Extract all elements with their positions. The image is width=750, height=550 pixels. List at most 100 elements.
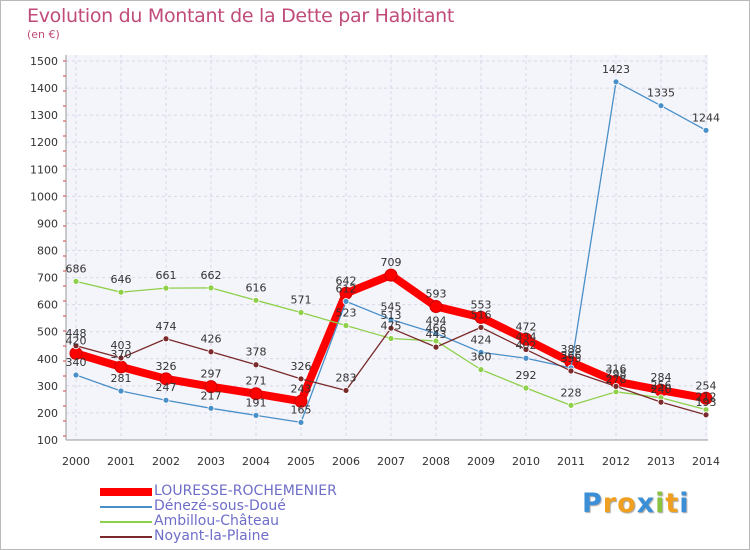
- data-label: 523: [336, 306, 357, 319]
- data-label: 443: [426, 328, 447, 341]
- data-label: 1244: [692, 111, 720, 124]
- x-tick-label: 2005: [287, 455, 315, 468]
- data-label: 355: [561, 352, 582, 365]
- data-point: [474, 310, 488, 324]
- data-point: [72, 342, 80, 350]
- data-label: 278: [606, 373, 627, 386]
- x-tick-label: 2013: [647, 455, 675, 468]
- data-point: [387, 316, 395, 323]
- data-point: [612, 78, 620, 86]
- data-label: 370: [111, 348, 132, 361]
- data-point: [477, 323, 485, 331]
- data-label: 281: [111, 372, 132, 385]
- data-label: 448: [66, 327, 87, 340]
- data-label: 403: [111, 339, 132, 352]
- data-point: [297, 419, 305, 426]
- data-point: [342, 297, 350, 305]
- data-point: [162, 284, 170, 292]
- legend-swatch: [100, 506, 152, 508]
- data-label: 378: [246, 346, 267, 359]
- data-label: 553: [471, 298, 492, 311]
- data-label: 191: [246, 396, 267, 409]
- data-point: [702, 411, 710, 419]
- data-point: [297, 375, 305, 383]
- y-tick-label: 700: [37, 272, 58, 285]
- data-label: 1335: [647, 87, 675, 100]
- data-label: 420: [66, 334, 87, 347]
- legend-label: Ambillou-Château: [154, 513, 280, 529]
- data-label: 474: [156, 320, 177, 333]
- data-label: 326: [291, 360, 312, 373]
- y-tick-label: 200: [37, 407, 58, 420]
- x-tick-label: 2007: [377, 455, 405, 468]
- y-tick-label: 1200: [30, 136, 58, 149]
- data-point: [252, 296, 260, 304]
- data-label: 298: [606, 367, 627, 380]
- legend-swatch: [100, 488, 152, 496]
- data-label: 593: [426, 288, 447, 301]
- data-point: [699, 391, 713, 405]
- data-label: 212: [696, 391, 717, 404]
- data-label: 686: [66, 262, 87, 275]
- y-tick-label: 100: [37, 434, 58, 447]
- x-tick-label: 2000: [62, 455, 90, 468]
- logo-letter: i: [679, 488, 690, 519]
- data-point: [72, 371, 80, 379]
- data-point: [387, 324, 395, 332]
- data-label: 316: [606, 363, 627, 376]
- data-point: [432, 329, 440, 337]
- y-tick-label: 800: [37, 245, 58, 258]
- x-tick-label: 2014: [692, 455, 720, 468]
- y-tick-label: 600: [37, 299, 58, 312]
- data-label: 228: [561, 386, 582, 399]
- y-tick-label: 1300: [30, 109, 58, 122]
- data-point: [429, 300, 443, 314]
- proxiti-logo: Proxiti: [582, 488, 690, 519]
- x-tick-label: 2002: [152, 455, 180, 468]
- data-label: 475: [381, 319, 402, 332]
- y-tick-label: 1400: [30, 82, 58, 95]
- data-point: [162, 396, 170, 404]
- data-point: [522, 354, 530, 362]
- y-tick-label: 900: [37, 217, 58, 230]
- data-point: [207, 404, 215, 412]
- y-tick-label: 1000: [30, 190, 58, 203]
- data-label: 193: [696, 396, 717, 409]
- data-point: [384, 268, 398, 282]
- data-label: 545: [381, 301, 402, 314]
- data-point: [117, 387, 125, 395]
- data-label: 571: [291, 293, 312, 306]
- data-point: [702, 126, 710, 134]
- data-point: [567, 401, 575, 409]
- data-label: 402: [516, 339, 537, 352]
- data-label: 424: [471, 333, 492, 346]
- data-label: 254: [696, 379, 717, 392]
- data-label: 256: [651, 379, 672, 392]
- data-label: 292: [516, 369, 537, 382]
- data-label: 284: [651, 371, 672, 384]
- logo-letter: o: [617, 488, 637, 519]
- data-point: [159, 372, 173, 386]
- y-tick-label: 300: [37, 380, 58, 393]
- y-tick-label: 1500: [30, 55, 58, 68]
- data-point: [522, 384, 530, 392]
- chart-subtitle: (en €): [27, 28, 60, 41]
- data-point: [204, 380, 218, 394]
- data-label: 326: [156, 360, 177, 373]
- x-tick-label: 2012: [602, 455, 630, 468]
- data-point: [342, 322, 350, 329]
- data-point: [657, 102, 665, 110]
- data-point: [162, 335, 170, 343]
- data-point: [207, 348, 215, 356]
- data-label: 513: [381, 309, 402, 322]
- chart-title: Evolution du Montant de la Dette par Hab…: [27, 5, 455, 27]
- x-tick-label: 2001: [107, 455, 135, 468]
- logo-letter: x: [636, 488, 656, 519]
- data-point: [249, 387, 263, 401]
- logo-letter: t: [665, 488, 680, 519]
- data-label: 165: [291, 403, 312, 416]
- data-label: 1423: [602, 63, 630, 76]
- logo-letter: r: [602, 488, 618, 519]
- data-point: [294, 394, 308, 408]
